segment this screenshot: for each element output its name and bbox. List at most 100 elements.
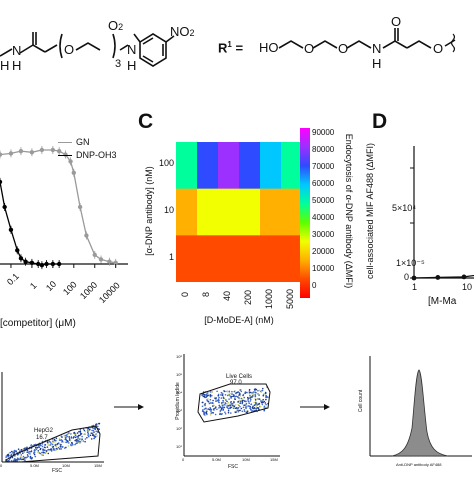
arrow-2: [300, 400, 330, 412]
heatmap-cell: [176, 188, 198, 236]
xtick-b: 1: [28, 280, 39, 292]
competition-chart: [0, 146, 128, 270]
data-point: [68, 159, 73, 164]
heatmap-cell: [260, 188, 282, 236]
series-line-gn: [0, 149, 116, 264]
data-point: [92, 252, 97, 258]
chem-label-no2: NO2: [170, 24, 195, 39]
chem-label-n: N: [372, 41, 382, 56]
data-point: [29, 260, 35, 266]
xlabel-flow3: Anti-DNP antibody AF488: [396, 462, 442, 467]
xtick-d: 1: [412, 282, 418, 292]
heatmap-cell: [260, 142, 282, 189]
ytick-d: 0: [404, 272, 410, 282]
xtick-d: 10: [462, 282, 473, 292]
xtick-c: 1000: [264, 288, 274, 309]
chem-label-h-edge: H: [0, 58, 10, 73]
heatmap-cell: [281, 235, 302, 282]
ytick-d: 5×10⁴: [392, 203, 417, 213]
data-point: [461, 274, 467, 280]
heatmap-cell: [197, 142, 219, 189]
data-point: [411, 275, 417, 281]
xtick-flow1: 15M: [94, 463, 102, 468]
yticks-c: 100 10 1: [159, 142, 176, 282]
ytick-flow2: 10⁶: [176, 354, 183, 359]
xtick-c: 5000: [285, 288, 295, 309]
panel-d: D cell-associated MIF AF488 (ΔMFI) 1×10⁻…: [362, 110, 474, 325]
heatmap-cell: [218, 188, 240, 236]
colorbar: [300, 128, 310, 298]
ylabel-flow3: Cell count: [358, 389, 364, 413]
xtick-flow1: 5.0M: [30, 463, 39, 468]
heatmap-cell: [197, 188, 219, 236]
colorbar-tick: 90000: [312, 128, 335, 137]
data-point: [15, 248, 20, 253]
ytick-d: 1×10⁻⁵: [396, 258, 425, 268]
panel-letter-d: D: [372, 110, 388, 133]
legend-item-gn: GN: [58, 136, 117, 149]
chem-label-o-carbonyl: O: [391, 14, 402, 29]
xtick-b: 10000: [97, 280, 122, 306]
data-point: [98, 257, 104, 262]
heatmap-cell: [197, 235, 219, 282]
colorbar-tick: 40000: [312, 213, 335, 222]
gate-name-1: HepG2: [34, 428, 54, 434]
ytick-flow2: 10¹: [176, 444, 182, 449]
heatmap-cell: [218, 235, 240, 282]
chem-label-subscript-3: 3: [115, 58, 122, 70]
series-line-d: [413, 274, 474, 279]
ylabel-c: [α-DNP antibody] (nM): [144, 166, 154, 256]
legend-item-dnp: DNP-OH3: [58, 149, 117, 162]
heatmap-cell: [176, 235, 198, 282]
gate-name-2: Live Cells: [226, 374, 253, 380]
data-point: [56, 261, 62, 267]
colorbar-tick: 50000: [312, 196, 335, 205]
ytick-flow2: 10²: [176, 426, 182, 431]
xticks-b: 0.1 1 10 100 1000 10000: [0, 271, 140, 314]
flow-plot-1: HepG2 16.7 0 5.0M 10M 15M FSC: [0, 372, 104, 474]
colorbar-tick: 10000: [312, 264, 335, 273]
xtick-flow1: 10M: [62, 463, 70, 468]
colorbar-ticks: 90000 80000 70000 60000 50000 40000 3000…: [312, 124, 342, 304]
ytick-flow2: 10⁵: [176, 372, 183, 377]
colorbar-tick: 0: [312, 281, 317, 290]
heatmap-cell: [260, 235, 282, 282]
chem-label-n-amide: N: [12, 43, 22, 58]
colorbar-tick: 20000: [312, 247, 335, 256]
series-line-dnp-oh3: [0, 181, 60, 266]
heatmap: [176, 142, 302, 282]
density-plot-1: [1, 372, 104, 463]
xtick-flow1: 0: [0, 463, 3, 468]
structure-dnp-linker: O2 NO2 H N H O N H 3: [0, 0, 200, 82]
heatmap-cell: [239, 188, 261, 236]
data-point: [113, 260, 118, 266]
heatmap-cell: [176, 142, 198, 189]
flow-plot-3: Cell count Anti-DNP antibody AF488: [352, 348, 474, 474]
xtick-b: 0.1: [5, 271, 21, 288]
xtick-c: 0: [180, 291, 190, 297]
data-point: [0, 152, 3, 157]
xlabel-flow1: FSC: [52, 468, 62, 474]
xtick-flow2: 10M: [242, 457, 250, 462]
chem-label-o2: O: [338, 41, 349, 56]
flow-plot-2: Propidium Iodide 10⁶ 10⁵ 10⁴ 10³ 10² 10¹…: [168, 348, 280, 474]
heatmap-cell: [239, 235, 261, 282]
panel-b: GN DNP-OH3 0.1 1 10 100 1000 10000 [comp…: [0, 122, 140, 329]
ylabel-flow2: Propidium Iodide: [175, 382, 181, 420]
data-point: [71, 170, 76, 175]
chem-label-o1: O: [304, 41, 315, 56]
arrow-1: [114, 400, 144, 412]
chem-label-o-ether: O: [64, 42, 75, 57]
heatmap-cell: [218, 142, 240, 189]
data-point: [23, 259, 28, 264]
data-point: [435, 275, 441, 280]
xtick-c: 40: [222, 290, 232, 301]
colorbar-label: Endocytosis of α-DNP antibody (ΔMFI): [344, 133, 354, 289]
r1-label: R1 =: [218, 40, 244, 56]
xtick-flow2: 0: [182, 457, 185, 462]
xtick-c: 8: [201, 291, 211, 297]
gate-value-1: 16.7: [36, 435, 48, 441]
colorbar-tick: 70000: [312, 162, 335, 171]
data-point: [8, 151, 14, 156]
histogram: [369, 356, 472, 457]
